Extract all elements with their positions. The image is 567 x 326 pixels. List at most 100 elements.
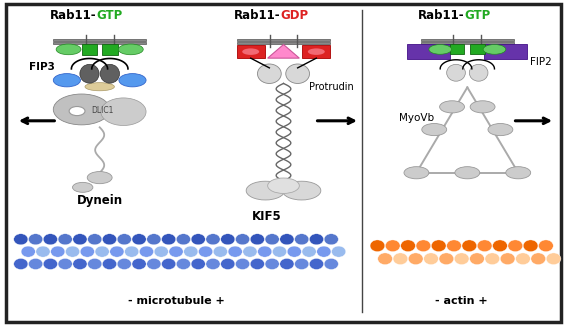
Ellipse shape [485, 253, 500, 265]
Ellipse shape [53, 74, 81, 87]
Ellipse shape [469, 253, 484, 265]
Ellipse shape [100, 64, 120, 83]
Ellipse shape [85, 83, 115, 91]
Ellipse shape [324, 259, 338, 270]
Ellipse shape [154, 246, 168, 257]
Ellipse shape [324, 234, 338, 245]
FancyBboxPatch shape [302, 45, 331, 58]
Ellipse shape [69, 107, 85, 116]
Ellipse shape [483, 45, 506, 54]
Ellipse shape [147, 234, 161, 245]
Ellipse shape [310, 259, 324, 270]
Ellipse shape [58, 259, 72, 270]
Ellipse shape [73, 234, 87, 245]
Bar [53, 42, 146, 44]
Ellipse shape [50, 246, 65, 257]
Bar [237, 38, 330, 41]
FancyBboxPatch shape [102, 44, 118, 55]
Text: Protrudin: Protrudin [309, 82, 354, 92]
Ellipse shape [56, 44, 81, 55]
Ellipse shape [378, 253, 392, 265]
Ellipse shape [286, 64, 310, 83]
Ellipse shape [493, 240, 507, 252]
FancyBboxPatch shape [470, 44, 485, 54]
Ellipse shape [176, 234, 191, 245]
Ellipse shape [500, 253, 515, 265]
Bar [237, 42, 330, 44]
Text: FIP3: FIP3 [29, 62, 55, 72]
Ellipse shape [250, 234, 264, 245]
Ellipse shape [28, 234, 43, 245]
Ellipse shape [282, 181, 321, 200]
Ellipse shape [470, 101, 495, 113]
Bar [53, 38, 146, 41]
Ellipse shape [162, 259, 176, 270]
Ellipse shape [191, 234, 205, 245]
Ellipse shape [317, 246, 331, 257]
Ellipse shape [506, 167, 531, 179]
Ellipse shape [73, 182, 93, 192]
Polygon shape [268, 45, 299, 58]
Ellipse shape [28, 259, 43, 270]
Ellipse shape [416, 240, 431, 252]
Ellipse shape [386, 240, 400, 252]
Ellipse shape [424, 253, 438, 265]
Ellipse shape [14, 234, 28, 245]
Ellipse shape [257, 64, 281, 83]
Ellipse shape [58, 234, 72, 245]
Ellipse shape [101, 98, 146, 126]
Ellipse shape [95, 246, 109, 257]
Ellipse shape [103, 259, 117, 270]
Ellipse shape [191, 259, 205, 270]
Ellipse shape [139, 246, 154, 257]
Ellipse shape [370, 240, 385, 252]
Text: GDP: GDP [281, 9, 309, 22]
Ellipse shape [265, 259, 279, 270]
Ellipse shape [439, 253, 454, 265]
Ellipse shape [462, 240, 477, 252]
Ellipse shape [531, 253, 545, 265]
Ellipse shape [332, 246, 346, 257]
Ellipse shape [287, 246, 302, 257]
Ellipse shape [125, 246, 139, 257]
Text: DLIC1: DLIC1 [91, 106, 114, 114]
Ellipse shape [132, 234, 146, 245]
Ellipse shape [310, 234, 324, 245]
Ellipse shape [242, 49, 259, 55]
Ellipse shape [469, 64, 488, 81]
Ellipse shape [87, 171, 112, 184]
Ellipse shape [265, 234, 279, 245]
Ellipse shape [117, 259, 132, 270]
FancyBboxPatch shape [484, 44, 527, 59]
Ellipse shape [176, 259, 191, 270]
Ellipse shape [147, 259, 161, 270]
Ellipse shape [401, 240, 416, 252]
FancyBboxPatch shape [6, 4, 561, 322]
Ellipse shape [408, 253, 423, 265]
Ellipse shape [431, 240, 446, 252]
Ellipse shape [447, 240, 462, 252]
Ellipse shape [235, 234, 249, 245]
Ellipse shape [110, 246, 124, 257]
Ellipse shape [53, 94, 110, 125]
Ellipse shape [81, 246, 95, 257]
Ellipse shape [119, 74, 146, 87]
Ellipse shape [21, 246, 35, 257]
Ellipse shape [206, 259, 220, 270]
Text: KIF5: KIF5 [252, 210, 281, 223]
Ellipse shape [429, 45, 451, 54]
Ellipse shape [272, 246, 286, 257]
Ellipse shape [198, 246, 213, 257]
Ellipse shape [132, 259, 146, 270]
Ellipse shape [447, 64, 466, 81]
Ellipse shape [184, 246, 198, 257]
Ellipse shape [422, 124, 447, 136]
Ellipse shape [295, 259, 309, 270]
Ellipse shape [14, 259, 28, 270]
Ellipse shape [546, 253, 561, 265]
Text: FIP2: FIP2 [530, 57, 551, 67]
Ellipse shape [162, 234, 176, 245]
Ellipse shape [515, 253, 530, 265]
Ellipse shape [88, 234, 102, 245]
Ellipse shape [539, 240, 553, 252]
